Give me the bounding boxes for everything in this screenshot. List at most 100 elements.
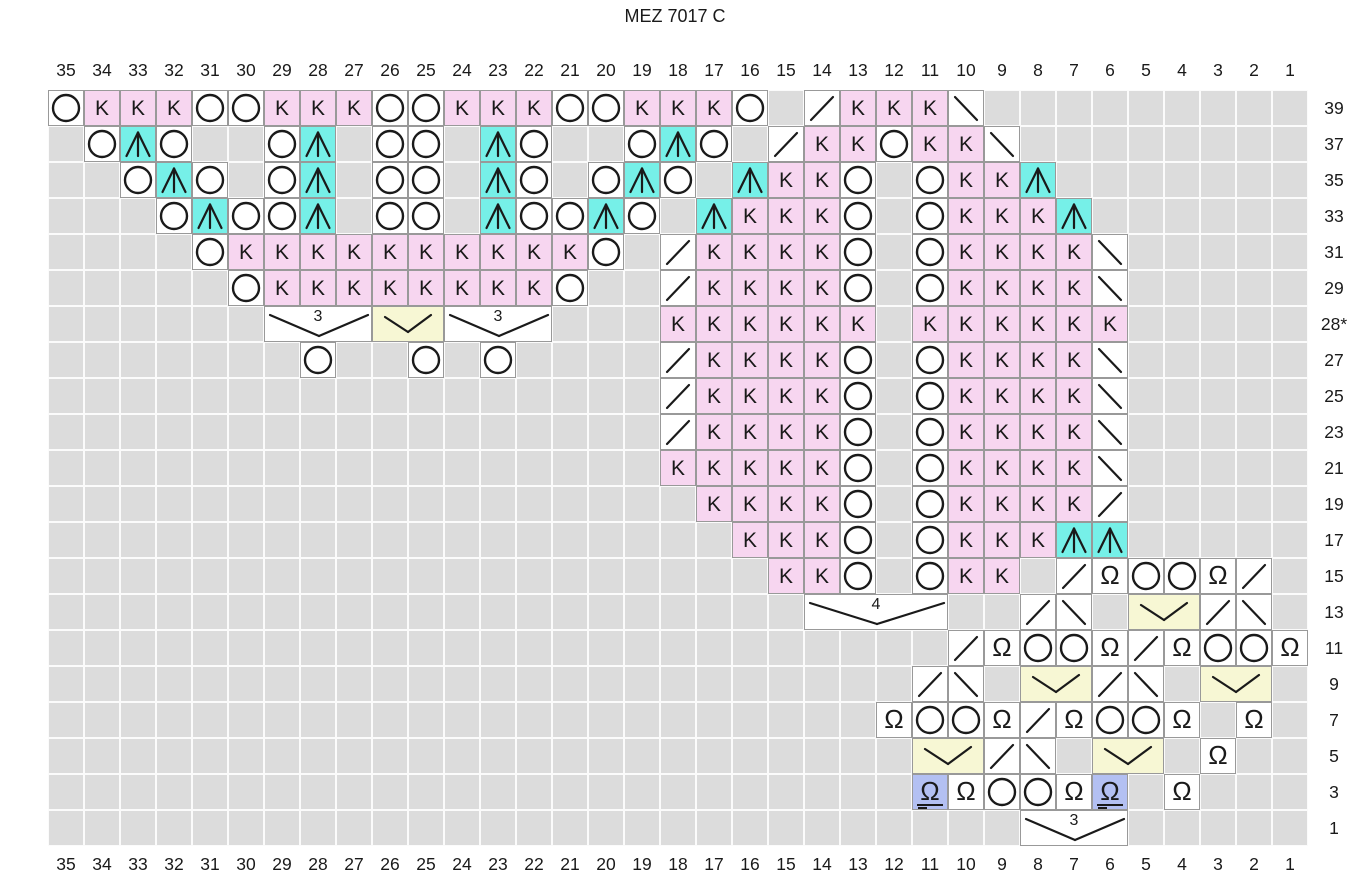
stitch-cell: K [624,90,660,126]
grid-cell [48,774,84,810]
grid-cell [300,486,336,522]
stitch-cell [48,90,84,126]
grid-cell [480,774,516,810]
double-decrease-icon [1056,522,1092,558]
yarn-over-icon [588,90,624,126]
grid-cell [300,774,336,810]
grid-cell [588,594,624,630]
stitch-cell: K [696,234,732,270]
column-number-label-top: 24 [452,60,472,80]
decrease-left-icon [948,666,984,702]
stitch-cell: K [948,486,984,522]
grid-cell [408,666,444,702]
grid-cell [336,342,372,378]
column-number-label-top: 16 [740,60,760,80]
grid-cell [156,306,192,342]
yarn-over-icon [1200,630,1236,666]
yarn-over-icon [480,342,516,378]
decrease-right-icon [804,90,840,126]
column-number-label-bottom: 17 [704,854,724,874]
grid-cell [552,486,588,522]
grid-cell [1056,162,1092,198]
grid-cell [480,666,516,702]
grid-cell [804,666,840,702]
yarn-over-icon [624,126,660,162]
stitch-cell [732,162,768,198]
grid-cell [552,558,588,594]
stitch-cell [912,486,948,522]
decrease-right-icon [660,342,696,378]
stitch-cell [696,198,732,234]
knit-label: K [814,420,829,444]
stitch-cell: K [696,414,732,450]
grid-cell [1128,522,1164,558]
row-number-label: 27 [1324,350,1344,370]
stitch-cell: K [372,270,408,306]
stitch-cell: K [984,486,1020,522]
stitch-cell [1092,342,1128,378]
stitch-cell [1236,630,1272,666]
stitch-cell: K [444,234,480,270]
grid-cell [660,666,696,702]
grid-cell [120,234,156,270]
grid-cell [120,810,156,846]
grid-cell [552,126,588,162]
grid-cell [120,198,156,234]
stitch-cell [624,162,660,198]
grid-cell [372,702,408,738]
gather-icon [1021,811,1127,845]
grid-cell [480,630,516,666]
column-number-label-top: 15 [776,60,796,80]
column-number-label-bottom: 18 [668,854,688,874]
knit-label: K [958,240,973,264]
stitch-cell: K [660,90,696,126]
stitch-cell [1092,666,1128,702]
grid-cell [768,666,804,702]
grid-cell [1200,234,1236,270]
grid-cell [264,414,300,450]
grid-cell [48,342,84,378]
column-number-label-top: 33 [128,60,148,80]
twisted-stitch-icon: Ω [1172,704,1192,734]
knit-label: K [778,456,793,480]
grid-cell [840,774,876,810]
double-decrease-icon [1092,522,1128,558]
knit-label: K [778,564,793,588]
stitch-cell [948,666,984,702]
stitch-cell: K [1056,306,1092,342]
stitch-cell: Ω [984,702,1020,738]
grid-cell [264,378,300,414]
column-number-label-top: 6 [1105,60,1115,80]
grid-cell [660,774,696,810]
grid-cell [552,594,588,630]
grid-cell [444,378,480,414]
grid-cell [1236,414,1272,450]
grid-cell [480,450,516,486]
knit-label: K [994,168,1009,192]
gather-count: 3 [313,308,323,325]
grid-cell [876,522,912,558]
knit-label: K [742,528,757,552]
grid-cell [264,702,300,738]
grid-cell [1272,198,1308,234]
stitch-cell: K [696,306,732,342]
grid-cell [444,450,480,486]
grid-cell [192,594,228,630]
grid-cell [876,558,912,594]
yarn-over-icon [156,198,192,234]
grid-cell [480,414,516,450]
grid-cell [1272,738,1308,774]
grid-cell [660,702,696,738]
yarn-over-icon [876,126,912,162]
grid-cell [84,702,120,738]
grid-cell [1200,162,1236,198]
yarn-over-icon [1164,558,1200,594]
grid-cell [372,450,408,486]
grid-cell [624,738,660,774]
grid-cell [444,414,480,450]
grid-cell [120,630,156,666]
grid-cell [1272,414,1308,450]
stitch-cell [408,90,444,126]
grid-cell [408,414,444,450]
knit-label: K [814,204,829,228]
